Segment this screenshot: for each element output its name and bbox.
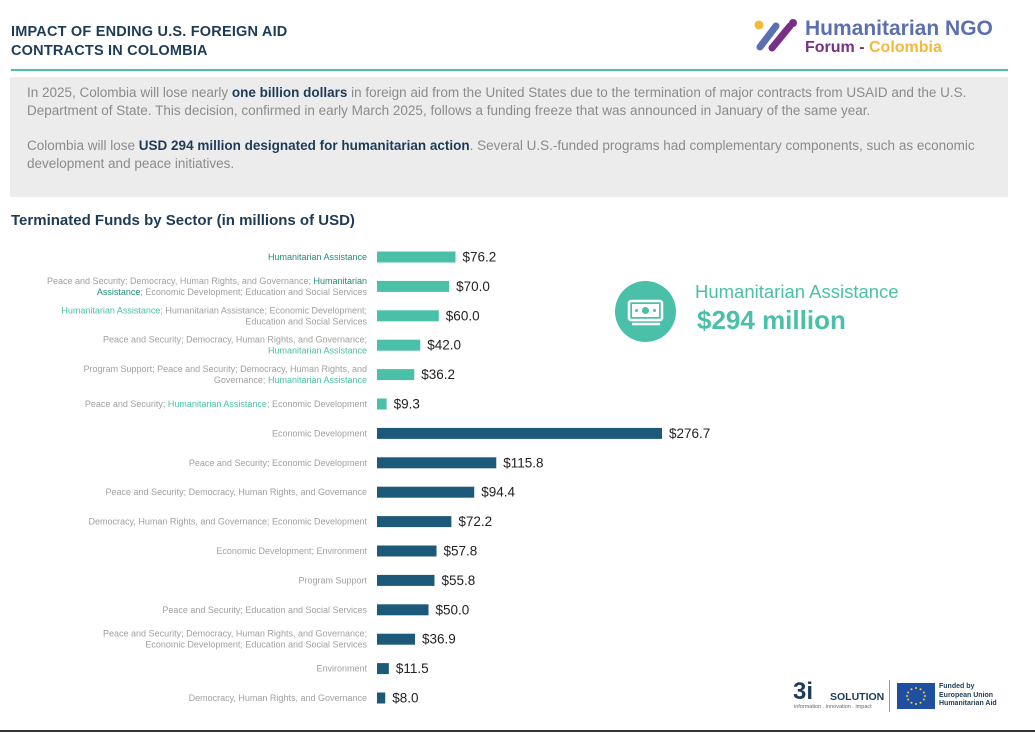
category-label: Peace and Security; Democracy, Human Rig… (103, 335, 367, 356)
bar (377, 692, 386, 704)
intro-paragraph-1: In 2025, Colombia will lose nearly one b… (27, 84, 992, 120)
category-label: Democracy, Human Rights, and Governance;… (89, 517, 368, 527)
bar-value-label: $55.8 (441, 573, 475, 588)
bar (377, 427, 662, 439)
footer-divider (889, 680, 890, 712)
category-label: Humanitarian Assistance; Humanitarian As… (61, 305, 367, 326)
money-icon (615, 281, 676, 342)
title-line-1: IMPACT OF ENDING U.S. FOREIGN AID (11, 24, 288, 40)
category-label: Humanitarian Assistance (268, 252, 367, 262)
bar-value-label: $76.2 (462, 250, 496, 265)
logo-strokes-icon (754, 19, 797, 52)
logo-colombia: Colombia (869, 39, 942, 56)
logo-text-forum-colombia: Forum - Colombia (805, 39, 942, 57)
bar (377, 604, 429, 616)
logo-forum: Forum (805, 39, 855, 56)
category-label: Peace and Security; Economic Development (189, 458, 368, 468)
bar-value-label: $70.0 (456, 279, 490, 294)
eu-line-2: European Union (939, 691, 994, 699)
bar-value-label: $36.2 (421, 367, 455, 382)
header-divider (11, 69, 1008, 71)
eu-line-1: Funded by (939, 683, 975, 690)
category-label: Program Support; Peace and Security; Dem… (84, 364, 367, 385)
bar-value-label: $8.0 (392, 691, 418, 706)
intro-p2-text-a: Colombia will lose (27, 138, 139, 153)
3isolution-logo: 3i SOLUTION information . innovation . i… (793, 678, 885, 712)
callout-label: Humanitarian Assistance (695, 281, 899, 302)
intro-p2-highlight: USD 294 million designated for humanitar… (138, 138, 470, 153)
bar (377, 369, 415, 381)
bar (377, 633, 416, 645)
bar (377, 280, 450, 292)
eu-line-3: Humanitarian Aid (939, 700, 997, 707)
title-line-2: CONTRACTS IN COLOMBIA (11, 43, 208, 59)
intro-p1-highlight: one billion dollars (231, 85, 348, 100)
bar-value-label: $60.0 (446, 308, 480, 323)
logo-dash: - (854, 39, 869, 56)
category-label: Environment (316, 664, 367, 674)
brand-tagline: information . innovation . impact (794, 704, 872, 710)
bottom-divider (0, 730, 1035, 732)
bar (377, 516, 452, 528)
category-label: Program Support (298, 575, 367, 585)
bar-value-label: $9.3 (394, 397, 420, 412)
intro-p1-text-a: In 2025, Colombia will lose nearly (27, 85, 232, 100)
bar-value-label: $11.5 (396, 661, 429, 676)
humanitarian-ngo-forum-logo: Humanitarian NGO Forum - Colombia (752, 16, 1012, 58)
bar (377, 398, 387, 410)
bar-value-label: $50.0 (435, 602, 469, 617)
terminated-funds-bar-chart: $76.2 Humanitarian Assistance $70.0 Peace a… (47, 250, 710, 706)
intro-box: In 2025, Colombia will lose nearly one b… (10, 77, 1008, 197)
intro-paragraph-2: Colombia will lose USD 294 million desig… (27, 137, 992, 173)
intro-p1-text-c: in foreign aid from the United States du… (27, 85, 967, 118)
callout-value: $294 million (697, 305, 846, 335)
chart-title: Terminated Funds by Sector (in millions … (11, 212, 355, 229)
brand-solution: SOLUTION (830, 691, 885, 703)
category-label: Peace and Security; Democracy, Human Rig… (103, 629, 367, 650)
category-label: Democracy, Human Rights, and Governance (189, 693, 367, 703)
bar-value-label: $72.2 (458, 514, 492, 529)
bar-value-label: $94.4 (481, 485, 515, 500)
category-label: Peace and Security; Humanitarian Assista… (85, 399, 368, 409)
bar (377, 663, 389, 675)
bar (377, 457, 497, 469)
bar (377, 574, 435, 586)
page-title: IMPACT OF ENDING U.S. FOREIGN AID CONTRA… (11, 23, 287, 61)
bar-value-label: $276.7 (669, 426, 710, 441)
bar-value-label: $115.8 (503, 455, 543, 470)
bar (377, 251, 456, 263)
logo-text-humanitarian-ngo: Humanitarian NGO (805, 17, 993, 40)
category-label: Peace and Security; Democracy, Human Rig… (47, 276, 367, 297)
bar (377, 339, 421, 351)
bar-value-label: $42.0 (427, 338, 461, 353)
eu-funding-text: Funded by European Union Humanitarian Ai… (939, 683, 997, 709)
bar-value-label: $36.9 (422, 632, 456, 647)
category-label: Economic Development (272, 428, 368, 438)
eu-flag-icon (897, 683, 935, 709)
bar (377, 545, 437, 557)
bar (377, 310, 439, 322)
brand-3i: 3i (793, 678, 814, 705)
intro-p2-text-c: . Several U.S.-funded programs had compl… (27, 138, 975, 171)
bar (377, 486, 475, 498)
category-label: Economic Development; Environment (216, 546, 367, 556)
bar-value-label: $57.8 (444, 544, 478, 559)
category-label: Peace and Security; Education and Social… (162, 605, 367, 615)
category-label: Peace and Security; Democracy, Human Rig… (106, 487, 367, 497)
